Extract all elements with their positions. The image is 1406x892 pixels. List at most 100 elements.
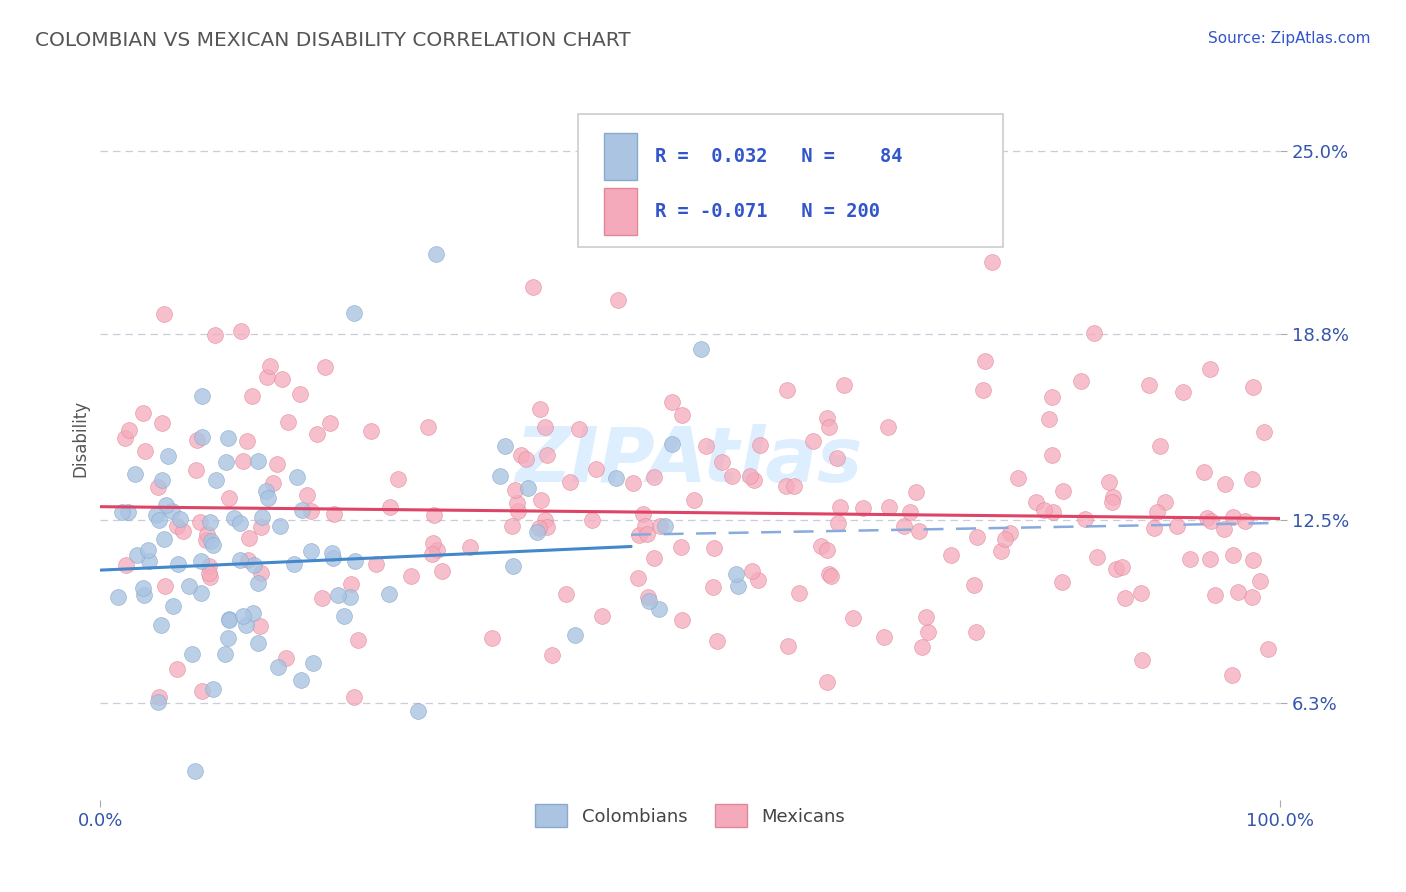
Point: [214, 454, 236, 468]
Point: [873, 630, 896, 644]
Point: [818, 420, 841, 434]
Point: [643, 470, 665, 484]
Point: [541, 648, 564, 662]
Point: [1233, 515, 1256, 529]
Point: [180, 647, 202, 661]
Point: [195, 533, 218, 548]
Point: [243, 558, 266, 572]
Point: [155, 498, 177, 512]
Point: [481, 631, 503, 645]
Point: [827, 516, 849, 530]
Point: [343, 690, 366, 704]
Point: [236, 434, 259, 448]
Point: [981, 255, 1004, 269]
Point: [515, 452, 537, 467]
Point: [153, 532, 176, 546]
Point: [290, 673, 312, 688]
FancyBboxPatch shape: [605, 134, 637, 180]
Point: [534, 512, 557, 526]
Point: [277, 415, 299, 429]
Point: [285, 470, 308, 484]
Point: [560, 475, 582, 490]
Point: [377, 587, 399, 601]
Point: [536, 520, 558, 534]
Point: [134, 589, 156, 603]
Point: [1253, 425, 1275, 440]
Point: [214, 647, 236, 661]
Point: [217, 631, 239, 645]
Point: [1199, 514, 1222, 528]
Point: [1240, 472, 1263, 486]
Point: [117, 505, 139, 519]
Point: [1154, 495, 1177, 509]
Point: [815, 542, 838, 557]
Point: [418, 420, 440, 434]
Point: [636, 527, 658, 541]
Point: [526, 524, 548, 539]
Point: [1025, 495, 1047, 509]
Point: [1033, 502, 1056, 516]
Point: [1195, 511, 1218, 525]
Point: [218, 491, 240, 506]
Point: [291, 502, 314, 516]
Point: [689, 342, 711, 356]
Point: [965, 625, 987, 640]
Point: [115, 558, 138, 572]
Point: [217, 431, 239, 445]
Point: [321, 546, 343, 560]
Point: [554, 586, 576, 600]
Point: [250, 509, 273, 524]
Point: [236, 553, 259, 567]
Point: [1083, 326, 1105, 340]
Point: [724, 567, 747, 582]
Point: [198, 516, 221, 530]
Point: [529, 402, 551, 417]
Point: [288, 387, 311, 401]
Point: [1222, 548, 1244, 562]
Point: [387, 472, 409, 486]
Point: [851, 500, 873, 515]
Point: [820, 569, 842, 583]
Point: [114, 430, 136, 444]
Point: [585, 462, 607, 476]
Point: [1198, 362, 1220, 376]
Point: [246, 453, 269, 467]
Point: [842, 611, 865, 625]
Point: [343, 554, 366, 568]
Point: [711, 454, 734, 468]
Point: [627, 528, 650, 542]
Point: [1042, 505, 1064, 519]
Point: [360, 424, 382, 438]
Point: [339, 590, 361, 604]
Point: [107, 590, 129, 604]
Point: [423, 508, 446, 522]
Point: [432, 564, 454, 578]
Point: [506, 504, 529, 518]
Point: [727, 579, 749, 593]
Point: [333, 609, 356, 624]
Point: [299, 504, 322, 518]
Point: [198, 559, 221, 574]
Point: [148, 513, 170, 527]
Point: [232, 609, 254, 624]
Point: [186, 433, 208, 447]
Point: [254, 483, 277, 498]
Point: [621, 475, 644, 490]
Point: [1085, 550, 1108, 565]
Point: [232, 454, 254, 468]
Point: [166, 558, 188, 572]
Point: [1222, 667, 1244, 681]
Point: [706, 633, 728, 648]
Point: [877, 420, 900, 434]
Point: [145, 508, 167, 522]
Point: [648, 518, 671, 533]
Point: [1149, 439, 1171, 453]
Point: [200, 569, 222, 583]
Point: [111, 504, 134, 518]
Point: [378, 500, 401, 514]
Point: [502, 559, 524, 574]
Point: [124, 467, 146, 481]
Point: [246, 636, 269, 650]
Point: [1199, 551, 1222, 566]
Point: [661, 394, 683, 409]
